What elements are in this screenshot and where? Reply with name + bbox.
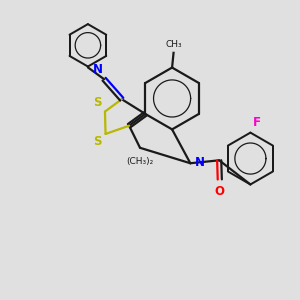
Text: O: O bbox=[215, 185, 225, 198]
Text: S: S bbox=[94, 135, 102, 148]
Text: CH₃: CH₃ bbox=[165, 40, 182, 49]
Text: S: S bbox=[93, 96, 101, 109]
Text: N: N bbox=[195, 156, 205, 169]
Text: (CH₃)₂: (CH₃)₂ bbox=[126, 157, 154, 166]
Text: N: N bbox=[93, 63, 103, 76]
Text: F: F bbox=[253, 116, 261, 129]
